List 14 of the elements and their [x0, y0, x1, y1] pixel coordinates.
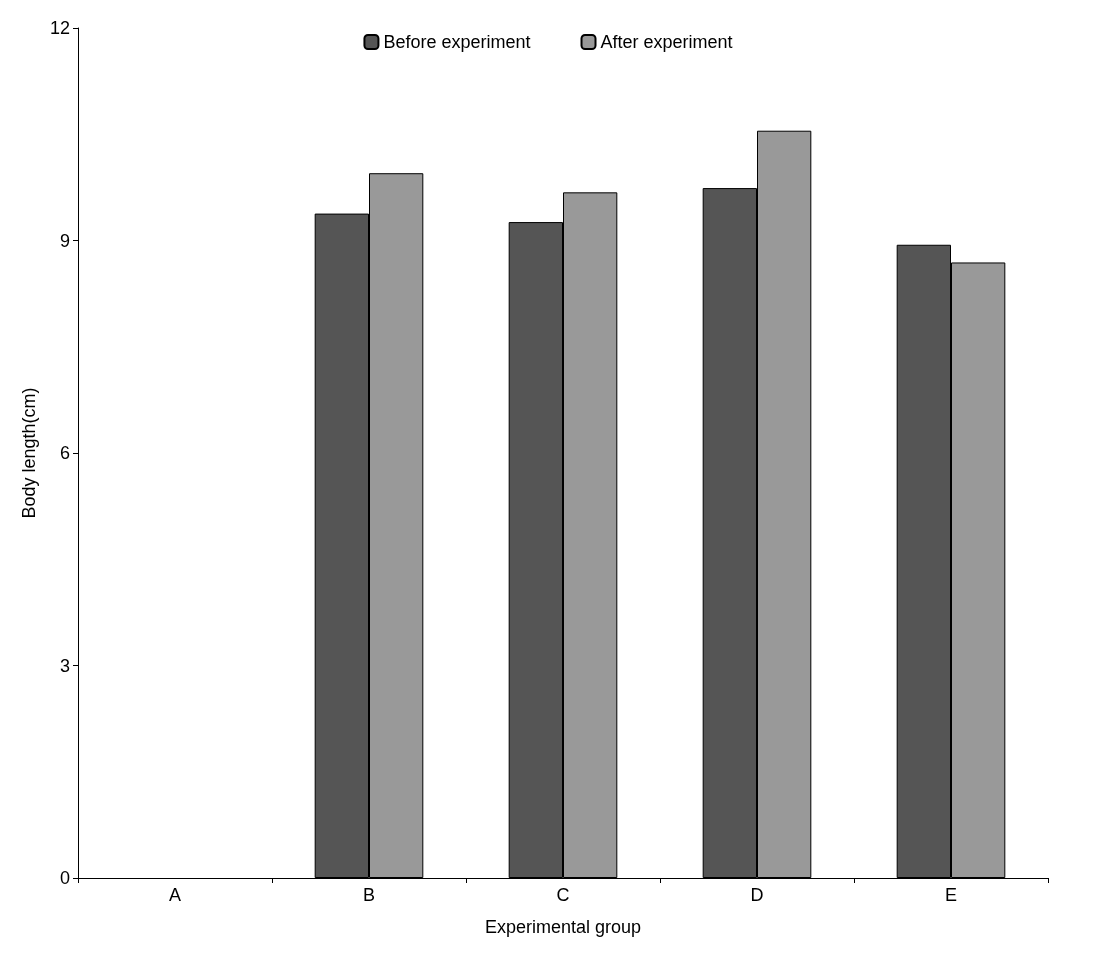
- x-tick-label: C: [556, 885, 570, 905]
- y-tick-label: 3: [59, 655, 70, 676]
- x-tick-label: B: [362, 885, 376, 905]
- y-tick-label: 6: [59, 443, 70, 463]
- x-tick-label: D: [750, 885, 764, 905]
- x-axis-title: Experimental group: [484, 917, 642, 937]
- y-tick-label: 9: [59, 230, 70, 251]
- y-tick-label: 0: [59, 868, 70, 888]
- x-tick-label: A: [168, 885, 182, 905]
- y-tick-label: 12: [49, 18, 70, 38]
- legend-label: Before experiment: [383, 32, 531, 52]
- y-axis-title: Body length(cm): [19, 387, 39, 519]
- x-tick-label: E: [944, 885, 958, 905]
- legend-label: After experiment: [600, 32, 733, 52]
